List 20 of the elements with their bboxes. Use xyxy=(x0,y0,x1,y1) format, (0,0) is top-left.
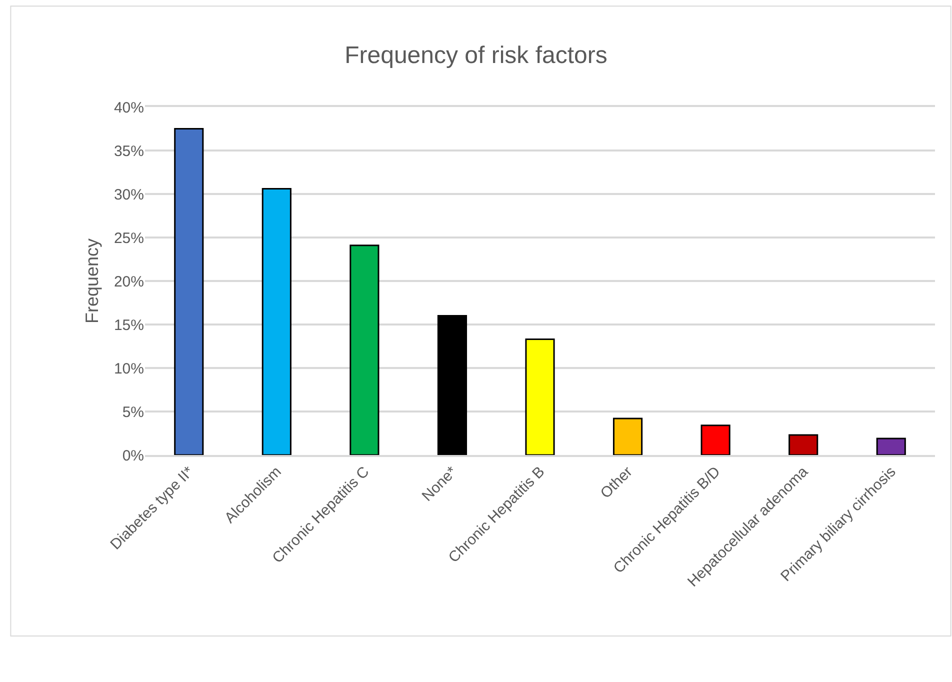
y-tick-label: 25% xyxy=(114,230,144,247)
bar xyxy=(612,418,643,455)
y-tick-label: 10% xyxy=(114,360,144,378)
y-tick-label: 15% xyxy=(114,316,144,334)
y-tick-label: 0% xyxy=(122,447,144,464)
bar xyxy=(788,434,818,455)
chart-title: Frequency of risk factors xyxy=(344,42,608,69)
bar xyxy=(174,128,204,455)
bar xyxy=(350,244,380,455)
bar xyxy=(700,424,730,455)
y-tick-label: 30% xyxy=(114,186,144,204)
bar xyxy=(262,188,292,455)
y-tick-label: 40% xyxy=(114,99,144,116)
y-tick-label: 35% xyxy=(114,142,144,160)
bar xyxy=(876,438,906,455)
bar xyxy=(437,315,468,455)
y-axis-title: Frequency xyxy=(82,238,102,324)
y-tick-label: 20% xyxy=(114,273,144,290)
y-tick-label: 5% xyxy=(122,404,144,421)
bar xyxy=(525,338,555,455)
